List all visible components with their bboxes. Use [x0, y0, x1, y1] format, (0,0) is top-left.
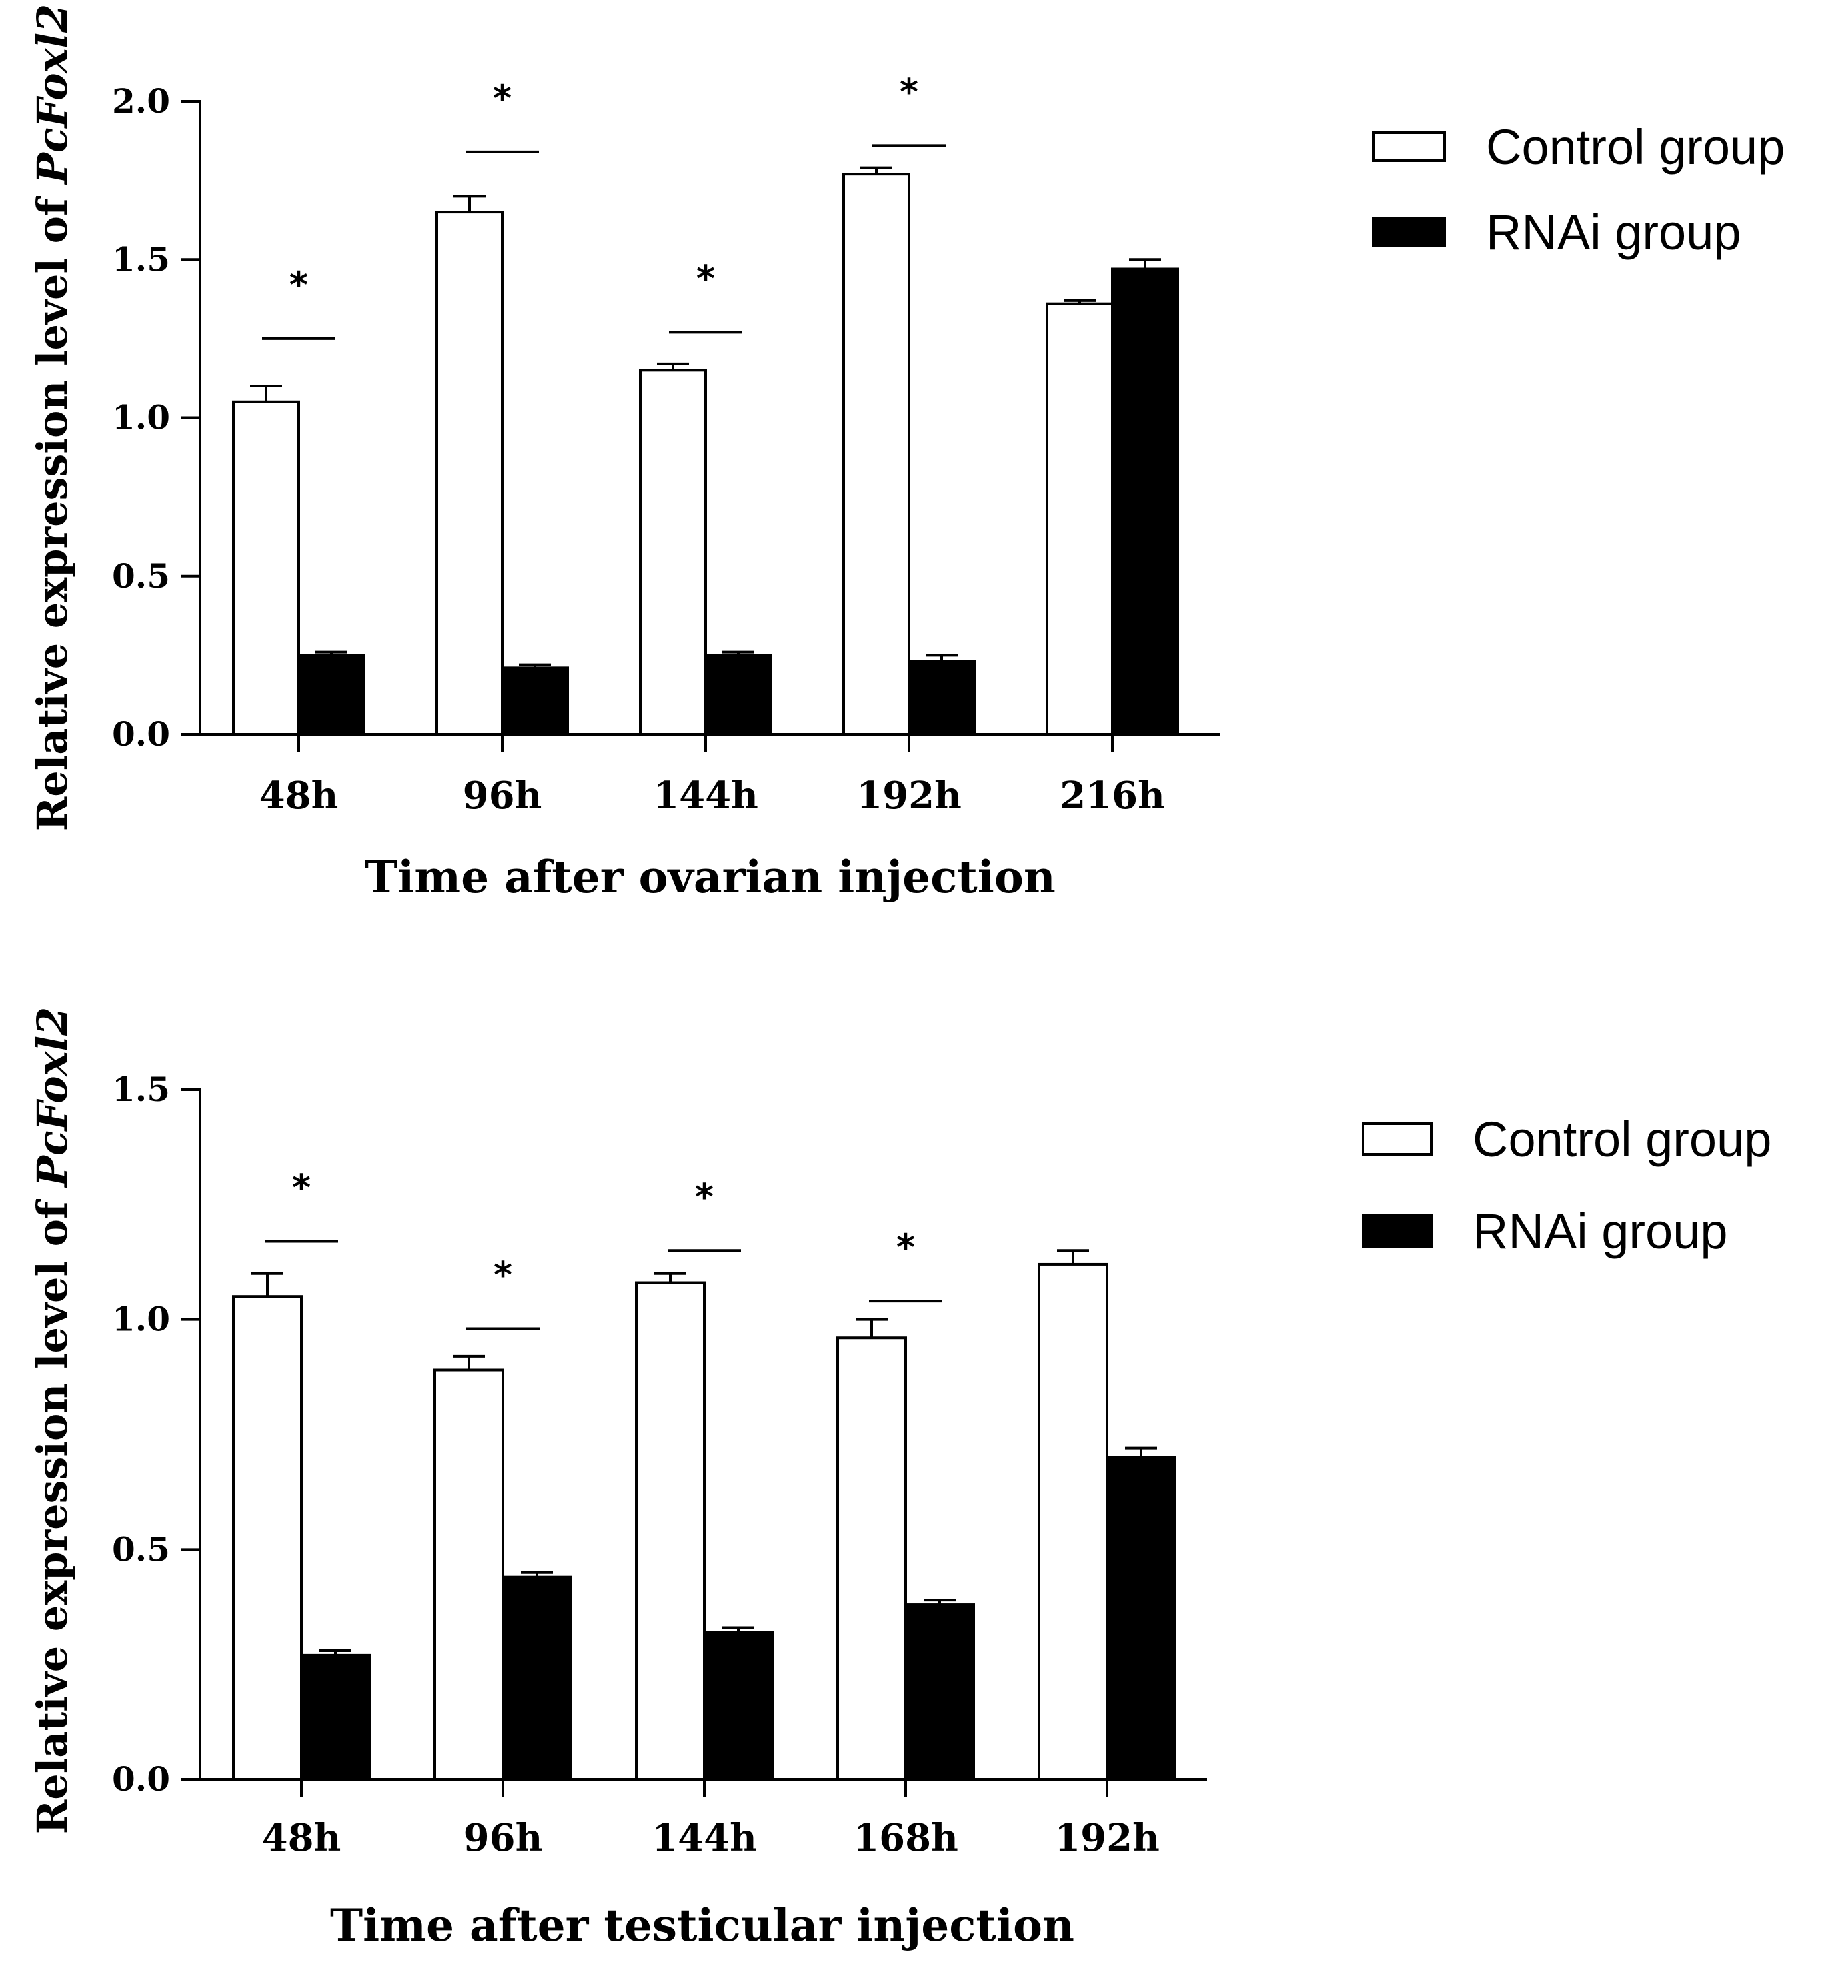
- legend-label-control: Control group: [1486, 119, 1785, 175]
- bar-control-48h: [232, 400, 300, 736]
- y-tick-label: 1.5: [112, 1070, 170, 1109]
- bar-rnai-192h: [908, 660, 976, 736]
- y-axis-label-prefix: Relative expression level of: [28, 184, 77, 831]
- significance-star: *: [493, 77, 512, 119]
- legend-swatch-control: [1362, 1122, 1433, 1156]
- y-tick-label: 2.0: [112, 81, 170, 121]
- y-axis-label: Relative expression level of PcFoxl2: [28, 1007, 77, 1834]
- x-tick-label: 96h: [464, 1816, 543, 1860]
- bar-rnai-192h: [1106, 1456, 1176, 1781]
- bar-control-216h: [1046, 302, 1114, 736]
- chart-testicular: 0.0 0.5 1.0 1.5 48h 96h 144h 168h 192h * * * * Relati…: [28, 1007, 1771, 1951]
- significance-star: *: [696, 257, 715, 299]
- bar-rnai-96h: [502, 1575, 572, 1781]
- bar-control-48h: [232, 1295, 303, 1781]
- significance-star: *: [900, 71, 918, 113]
- significance-star: *: [896, 1226, 915, 1268]
- significance-star: *: [695, 1176, 714, 1218]
- y-axis-label-gene: PcFoxl2: [28, 4, 77, 185]
- legend: Control group RNAi group: [1372, 119, 1785, 260]
- bar-rnai-48h: [300, 1653, 371, 1781]
- x-tick-label: 144h: [652, 1816, 757, 1860]
- bar-rnai-144h: [703, 1631, 774, 1781]
- legend-swatch-control: [1372, 131, 1446, 162]
- legend-label-rnai: RNAi group: [1486, 205, 1741, 260]
- y-axis-label-gene: PcFoxl2: [28, 1007, 77, 1188]
- bar-rnai-168h: [904, 1603, 975, 1781]
- bar-rnai-96h: [501, 666, 569, 736]
- legend-label-rnai: RNAi group: [1473, 1204, 1728, 1259]
- chart-ovarian: 0.0 0.5 1.0 1.5 2.0 48h 96h 144h 192h 216h * * * * Rel…: [28, 4, 1785, 903]
- y-axis-label-prefix: Relative expression level of: [28, 1187, 77, 1834]
- x-tick-label: 144h: [653, 774, 758, 818]
- significance-star: *: [289, 264, 308, 306]
- legend: Control group RNAi group: [1362, 1112, 1771, 1259]
- y-tick-label: 0.0: [112, 1759, 170, 1799]
- bar-control-144h: [639, 369, 707, 736]
- y-tick-label: 1.0: [112, 398, 170, 437]
- significance-star: *: [292, 1166, 311, 1208]
- bar-control-192h: [1038, 1262, 1108, 1781]
- bar-control-168h: [836, 1336, 907, 1781]
- bar-rnai-48h: [297, 654, 365, 736]
- legend-label-control: Control group: [1473, 1112, 1771, 1167]
- y-tick-label: 1.5: [112, 239, 170, 279]
- x-axis-label: Time after testicular injection: [330, 1899, 1074, 1951]
- bar-control-144h: [635, 1281, 706, 1781]
- bar-control-96h: [435, 211, 504, 736]
- x-tick-label: 168h: [853, 1816, 958, 1860]
- bar-rnai-216h: [1111, 267, 1179, 736]
- x-tick-label: 48h: [259, 774, 339, 818]
- x-tick-label: 48h: [262, 1816, 341, 1860]
- x-tick-label: 192h: [856, 774, 962, 818]
- x-axis-label: Time after ovarian injection: [365, 851, 1056, 903]
- y-tick-label: 0.0: [112, 714, 170, 754]
- bar-control-192h: [842, 173, 910, 736]
- x-tick-label: 96h: [463, 774, 542, 818]
- legend-swatch-rnai: [1362, 1214, 1433, 1248]
- y-tick-label: 1.0: [112, 1300, 170, 1339]
- significance-star: *: [494, 1254, 512, 1296]
- bar-rnai-144h: [704, 654, 772, 736]
- legend-swatch-rnai: [1372, 217, 1446, 247]
- y-tick-label: 0.5: [112, 1529, 170, 1569]
- y-axis-label: Relative expression level of PcFoxl2: [28, 4, 77, 831]
- x-tick-label: 216h: [1060, 774, 1165, 818]
- x-tick-label: 192h: [1054, 1816, 1160, 1860]
- y-tick-label: 0.5: [112, 556, 170, 596]
- bar-control-96h: [433, 1368, 504, 1781]
